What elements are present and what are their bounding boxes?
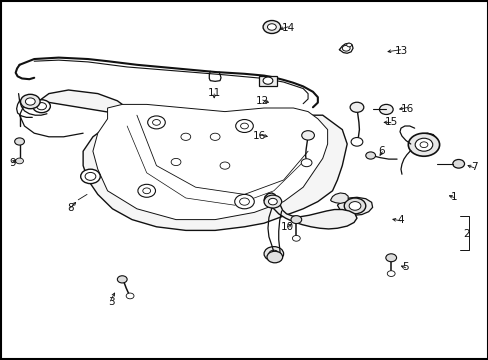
Circle shape (181, 133, 190, 140)
Circle shape (407, 133, 439, 156)
Circle shape (414, 138, 432, 151)
Circle shape (268, 198, 277, 205)
Text: 16: 16 (252, 131, 265, 141)
Circle shape (350, 138, 362, 146)
Circle shape (37, 103, 46, 110)
Circle shape (235, 120, 253, 132)
Polygon shape (39, 90, 346, 230)
Text: 8: 8 (67, 203, 74, 213)
Circle shape (267, 24, 276, 30)
Circle shape (264, 195, 281, 208)
Circle shape (263, 77, 272, 84)
Circle shape (379, 104, 392, 114)
Text: 12: 12 (255, 96, 269, 106)
Circle shape (171, 158, 181, 166)
Circle shape (452, 159, 464, 168)
Circle shape (263, 21, 280, 33)
Polygon shape (93, 104, 327, 220)
Circle shape (138, 184, 155, 197)
Circle shape (419, 142, 427, 148)
Text: 2: 2 (463, 229, 469, 239)
Polygon shape (330, 193, 347, 203)
Polygon shape (410, 133, 436, 155)
Text: 1: 1 (449, 192, 456, 202)
Circle shape (385, 254, 396, 262)
Circle shape (20, 94, 40, 109)
Circle shape (301, 159, 311, 167)
Circle shape (15, 138, 24, 145)
Text: 14: 14 (281, 23, 295, 33)
Circle shape (220, 162, 229, 169)
Bar (259, 76, 276, 86)
Circle shape (386, 271, 394, 276)
Circle shape (346, 43, 351, 47)
Circle shape (349, 102, 363, 112)
Polygon shape (264, 193, 356, 229)
Text: 3: 3 (108, 297, 115, 307)
Text: 5: 5 (402, 262, 408, 272)
Circle shape (81, 169, 100, 184)
Circle shape (210, 133, 220, 140)
Circle shape (266, 251, 282, 263)
Circle shape (117, 276, 127, 283)
Polygon shape (337, 197, 372, 215)
Circle shape (268, 250, 278, 257)
Circle shape (365, 152, 375, 159)
Text: 16: 16 (400, 104, 414, 114)
Circle shape (16, 158, 23, 164)
Text: 11: 11 (207, 88, 221, 98)
Circle shape (234, 194, 254, 209)
Circle shape (33, 100, 50, 113)
Circle shape (25, 98, 35, 105)
Text: 13: 13 (393, 46, 407, 56)
Circle shape (126, 293, 134, 299)
Circle shape (85, 172, 96, 180)
Circle shape (152, 120, 160, 125)
Text: 4: 4 (397, 215, 404, 225)
Text: 10: 10 (281, 222, 293, 232)
Circle shape (240, 123, 248, 129)
Text: 7: 7 (470, 162, 477, 172)
Text: 9: 9 (9, 158, 16, 168)
Text: 15: 15 (384, 117, 397, 127)
Circle shape (142, 188, 150, 194)
Circle shape (348, 202, 360, 210)
Circle shape (344, 198, 365, 214)
Circle shape (290, 216, 301, 224)
Circle shape (147, 116, 165, 129)
Circle shape (239, 198, 249, 205)
Circle shape (342, 45, 349, 51)
Circle shape (264, 247, 283, 261)
Circle shape (292, 235, 300, 241)
Circle shape (301, 131, 314, 140)
Text: 6: 6 (377, 146, 384, 156)
